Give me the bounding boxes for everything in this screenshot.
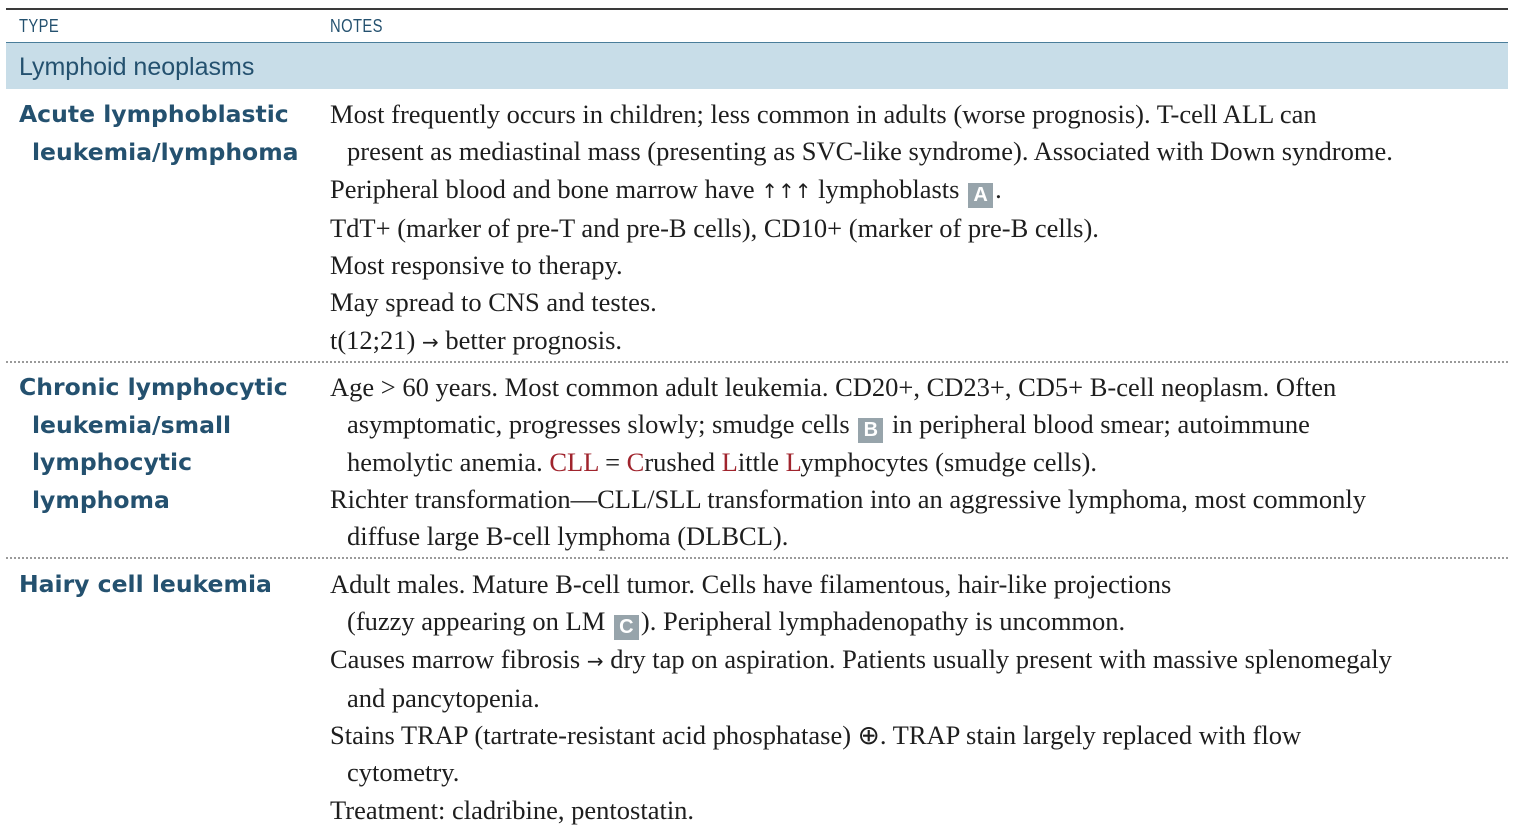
note-line: Most frequently occurs in children; less… — [330, 99, 1317, 129]
note-line: Peripheral blood and bone marrow have ↑↑… — [330, 173, 1002, 208]
type-cell: Acute lymphoblastic leukemia/lymphoma — [19, 96, 319, 171]
note-line: May spread to CNS and testes. — [330, 287, 657, 318]
notes-cell: Age > 60 years. Most common adult leukem… — [330, 369, 1508, 555]
note-line: present as mediastinal mass (presenting … — [347, 136, 1393, 167]
type-line: leukemia/lymphoma — [32, 137, 299, 166]
type-line: Hairy cell leukemia — [19, 570, 272, 598]
type-line: lymphocytic — [32, 448, 193, 476]
table-header: TYPE NOTES — [6, 12, 1508, 42]
type-line: Acute lymphoblastic — [19, 100, 289, 128]
mnemonic: CLL — [549, 446, 599, 477]
header-type: TYPE — [19, 16, 60, 36]
note-line: asymptomatic, progresses slowly; smudge … — [347, 409, 1310, 444]
row-separator — [6, 361, 1508, 363]
note-line: (fuzzy appearing on LM C). Peripheral ly… — [347, 606, 1126, 641]
type-cell: Chronic lymphocytic leukemia/small lymph… — [19, 369, 319, 519]
note-line: hemolytic anemia. CLL = Crushed Little L… — [347, 446, 1097, 477]
figure-badge-c[interactable]: C — [613, 615, 639, 641]
top-rule — [6, 8, 1508, 10]
note-line: t(12;21) → better prognosis. — [330, 324, 623, 355]
right-arrow-icon: → — [422, 329, 439, 354]
type-line: leukemia/small — [32, 410, 232, 439]
note-line: Most responsive to therapy. — [330, 250, 623, 281]
figure-badge-b[interactable]: B — [858, 418, 884, 444]
section-title: Lymphoid neoplasms — [19, 53, 255, 81]
type-cell: Hairy cell leukemia — [19, 566, 319, 604]
up-arrows-icon: ↑↑↑ — [761, 178, 812, 203]
figure-badge-a[interactable]: A — [968, 182, 994, 208]
right-arrow-icon: → — [586, 648, 604, 673]
lymphoid-neoplasms-table: TYPE NOTES Lymphoid neoplasms Acute lymp… — [6, 0, 1508, 828]
notes-cell: Most frequently occurs in children; less… — [330, 96, 1508, 361]
row-separator — [6, 557, 1508, 559]
note-line: Treatment: cladribine, pentostatin. — [330, 794, 695, 825]
header-rule — [6, 42, 1508, 43]
note-line: Richter transformation—CLL/SLL transform… — [330, 483, 1367, 514]
note-line: Causes marrow fibrosis → dry tap on aspi… — [330, 643, 1392, 674]
notes-cell: Adult males. Mature B-cell tumor. Cells … — [330, 566, 1508, 829]
note-line: Stains TRAP (tartrate-resistant acid pho… — [330, 720, 1302, 751]
note-line: Adult males. Mature B-cell tumor. Cells … — [330, 569, 1172, 599]
type-line: lymphoma — [32, 485, 170, 514]
note-line: diffuse large B-cell lymphoma (DLBCL). — [347, 521, 789, 552]
note-line: cytometry. — [347, 757, 460, 788]
note-line: TdT+ (marker of pre-T and pre-B cells), … — [330, 212, 1099, 243]
section-heading: Lymphoid neoplasms — [6, 43, 1508, 89]
header-notes: NOTES — [330, 16, 383, 36]
type-line: Chronic lymphocytic — [19, 373, 288, 401]
note-line: and pancytopenia. — [347, 682, 540, 713]
note-line: Age > 60 years. Most common adult leukem… — [330, 372, 1337, 402]
